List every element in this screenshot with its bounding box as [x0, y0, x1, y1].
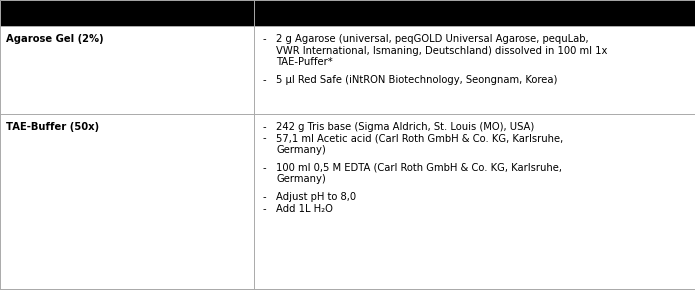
Text: -: -	[263, 192, 266, 202]
Text: Germany): Germany)	[277, 174, 326, 184]
Text: 5 µl Red Safe (iNtRON Biotechnology, Seongnam, Korea): 5 µl Red Safe (iNtRON Biotechnology, Seo…	[277, 75, 558, 85]
Text: -: -	[263, 134, 266, 143]
Text: 242 g Tris base (Sigma Aldrich, St. Louis (MO), USA): 242 g Tris base (Sigma Aldrich, St. Loui…	[277, 122, 534, 132]
Text: 57,1 ml Acetic acid (Carl Roth GmbH & Co. KG, Karlsruhe,: 57,1 ml Acetic acid (Carl Roth GmbH & Co…	[277, 134, 564, 143]
Text: VWR International, Ismaning, Deutschland) dissolved in 100 ml 1x: VWR International, Ismaning, Deutschland…	[277, 45, 607, 56]
Text: 100 ml 0,5 M EDTA (Carl Roth GmbH & Co. KG, Karlsruhe,: 100 ml 0,5 M EDTA (Carl Roth GmbH & Co. …	[277, 163, 562, 173]
Text: -: -	[263, 75, 266, 85]
Text: -: -	[263, 122, 266, 132]
Bar	[0, 0, 695, 26]
Text: Agarose Gel (2%): Agarose Gel (2%)	[6, 34, 104, 44]
Text: TAE-Buffer (50x): TAE-Buffer (50x)	[6, 122, 99, 132]
Text: -: -	[263, 204, 266, 214]
Text: -: -	[263, 163, 266, 173]
Text: Adjust pH to 8,0: Adjust pH to 8,0	[277, 192, 357, 202]
Text: Add 1L H₂O: Add 1L H₂O	[277, 204, 333, 214]
Text: 2 g Agarose (universal, peqGOLD Universal Agarose, pequLab,: 2 g Agarose (universal, peqGOLD Universa…	[277, 34, 589, 44]
Text: TAE-Puffer*: TAE-Puffer*	[277, 57, 333, 67]
Text: -: -	[263, 34, 266, 44]
Text: Germany): Germany)	[277, 145, 326, 155]
